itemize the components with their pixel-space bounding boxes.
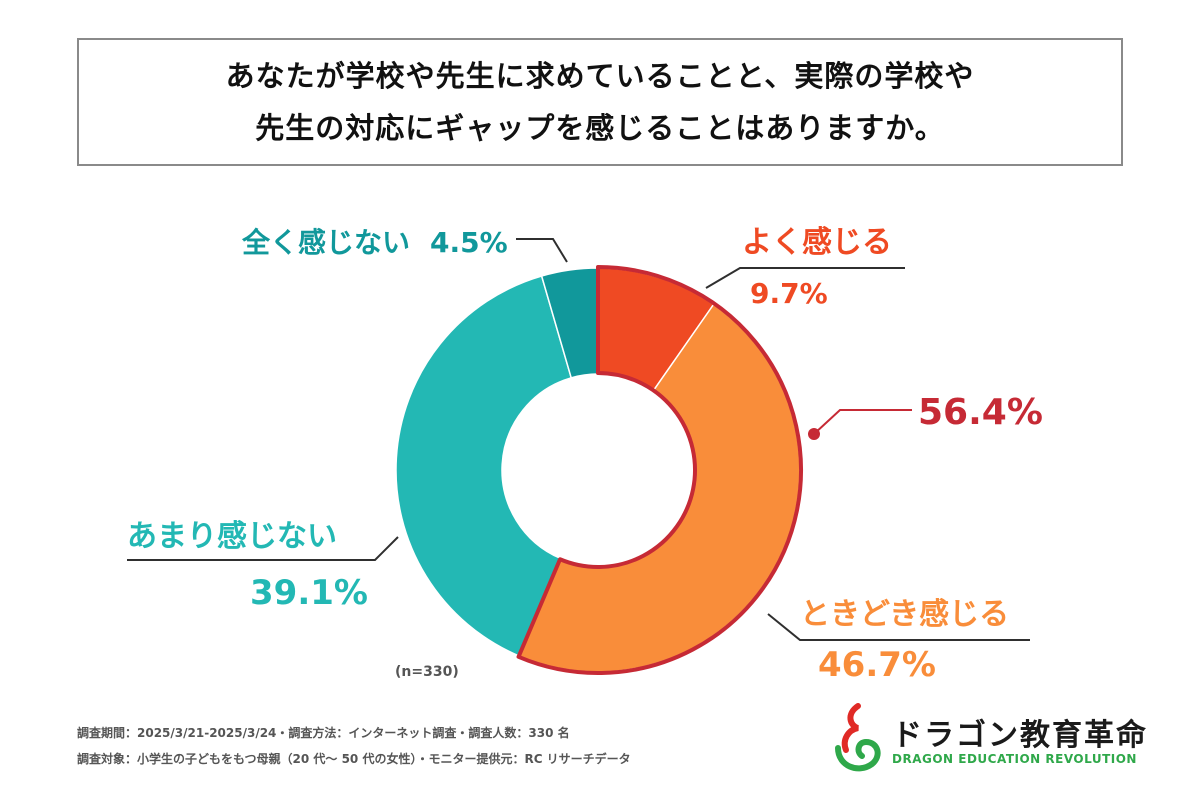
leader-line-1 [705,267,905,289]
chart-title: あなたが学校や先生に求めていることと、実際の学校や 先生の対応にギャップを感じる… [77,38,1123,166]
value-label-4: 4.5% [430,226,508,259]
leader-line-4 [516,238,568,263]
title-line-1: あなたが学校や先生に求めていることと、実際の学校や [225,59,975,93]
category-label-1: よく感じる [742,225,892,260]
value-label-2: 46.7% [818,645,936,685]
value-label-3: 39.1% [250,573,368,613]
highlight-value: 56.4% [918,392,1043,433]
highlight-leader [813,409,912,435]
highlight-outline [516,265,803,675]
value-label-1: 9.7% [750,277,828,310]
footnote-line-1: 調査期間：2025/3/21-2025/3/24・調査方法：インターネット調査・… [77,726,570,740]
slice-3 [395,275,573,657]
sample-size-note: (n=330) [395,664,459,680]
survey-footnote: 調査期間：2025/3/21-2025/3/24・調査方法：インターネット調査・… [77,720,631,772]
title-line-2: 先生の対応にギャップを感じることはありますか。 [255,111,945,145]
category-label-2: ときどき感じる [800,597,1009,632]
category-label-3: あまり感じない [127,519,337,554]
footnote-line-2: 調査対象：小学生の子どもをもつ母親（20 代～ 50 代の女性）・モニター提供元… [77,752,631,766]
dragon-logo-icon [835,703,881,772]
leader-line-2 [767,613,1030,641]
leader-line-3 [127,536,399,561]
logo-name: ドラゴン教育革命 [892,718,1148,753]
brand-logo: ドラゴン教育革命 DRAGON EDUCATION REVOLUTION [828,700,1146,780]
logo-subtitle: DRAGON EDUCATION REVOLUTION [892,752,1137,766]
category-label-4: 全く感じない [241,226,410,259]
